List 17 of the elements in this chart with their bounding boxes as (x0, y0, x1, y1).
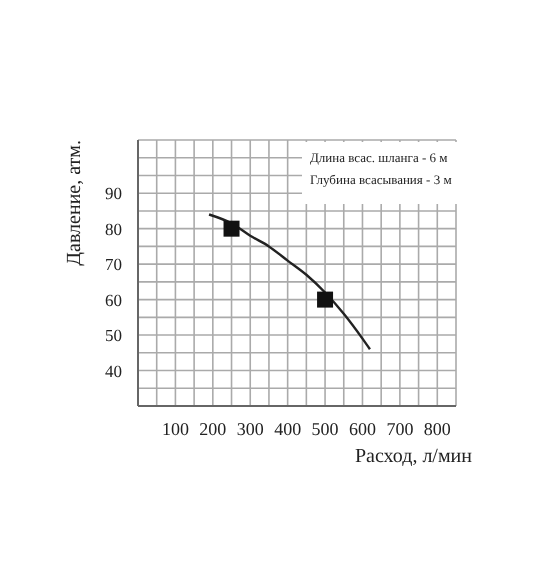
x-tick-label: 200 (199, 418, 228, 439)
line-series (207, 213, 372, 351)
x-tick-label: 100 (161, 418, 190, 439)
y-tick-label: 40 (105, 360, 122, 381)
x-tick-label: 600 (348, 418, 377, 439)
y-tick-label: 90 (105, 183, 122, 204)
x-tick-label: 800 (423, 418, 452, 439)
x-tick-label: 500 (311, 418, 340, 439)
x-tick-label: 300 (236, 418, 265, 439)
y-tick-label: 60 (105, 289, 122, 310)
y-tick-label: 70 (105, 254, 122, 275)
x-tick-label: 700 (386, 418, 415, 439)
y-tick-label: 80 (105, 218, 122, 239)
y-axis-title: Давление, атм. (64, 140, 86, 266)
x-tick-label: 400 (274, 418, 303, 439)
x-axis-title: Расход, л/мин (354, 446, 474, 468)
y-tick-label: 50 (105, 325, 122, 346)
